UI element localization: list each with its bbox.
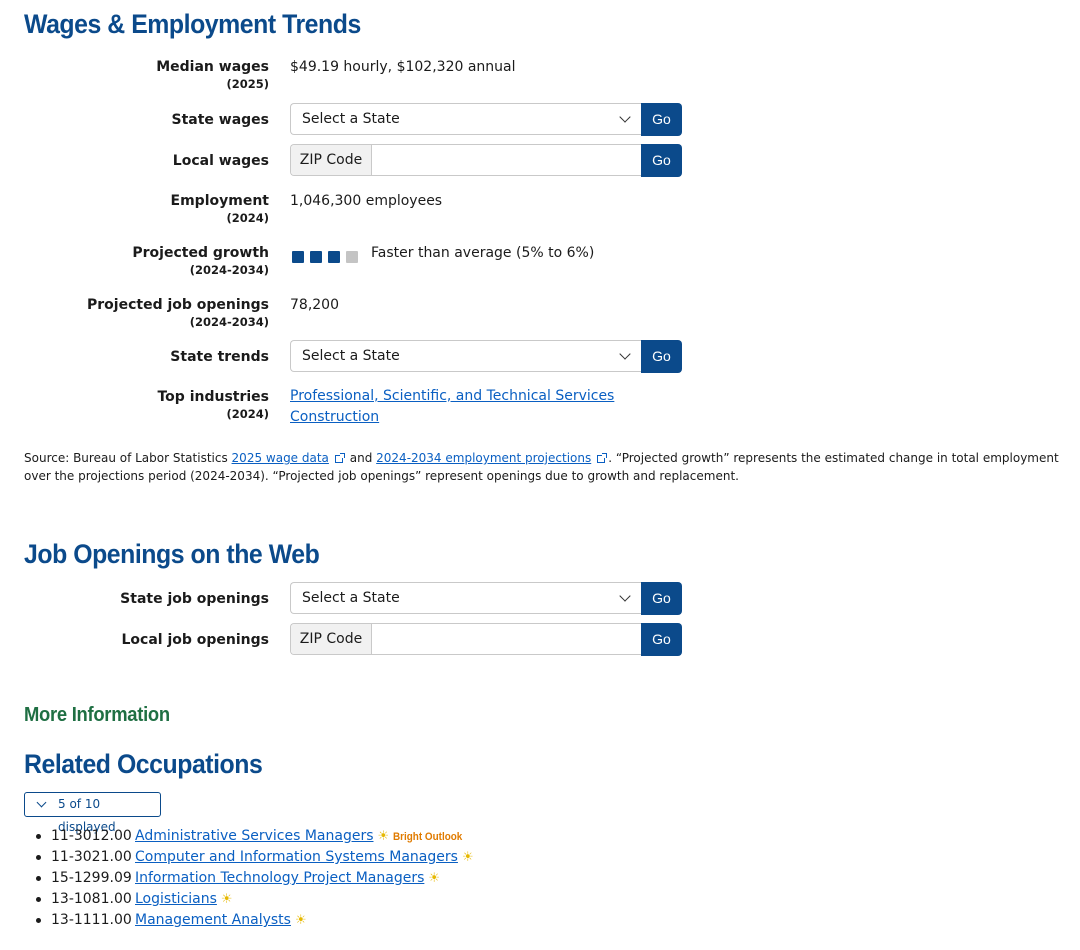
state-openings-select[interactable]: Select a State	[290, 582, 641, 614]
projected-openings-label: Projected job openings (2024-2034)	[24, 296, 269, 330]
employment-label: Employment (2024)	[24, 192, 269, 226]
list-item: 11-3021.00 Computer and Information Syste…	[24, 847, 474, 868]
chevron-down-icon	[619, 111, 631, 123]
occupation-link[interactable]: Information Technology Project Managers	[135, 870, 425, 886]
employment-row: Employment (2024) 1,046,300 employees	[24, 192, 1064, 226]
sun-icon: ☀	[461, 850, 474, 865]
local-openings-go-button[interactable]: Go	[641, 623, 682, 656]
median-wages-row: Median wages (2025) $49.19 hourly, $102,…	[24, 58, 1064, 92]
local-wages-row: Local wages ZIP Code Go	[24, 144, 1064, 178]
state-wages-select[interactable]: Select a State	[290, 103, 641, 135]
source-and: and	[349, 451, 373, 465]
top-industries-year: (2024)	[226, 407, 269, 421]
local-openings-row: Local job openings ZIP Code Go	[24, 623, 1064, 657]
state-trends-row: State trends Select a State Go	[24, 340, 1064, 374]
projected-openings-value: 78,200	[290, 297, 339, 313]
more-information-heading: More Information	[24, 704, 170, 726]
state-wages-go-button[interactable]: Go	[641, 103, 682, 136]
local-openings-label: Local job openings	[121, 632, 270, 648]
occupation-link[interactable]: Administrative Services Managers	[135, 828, 374, 844]
state-openings-row: State job openings Select a State Go	[24, 582, 1064, 616]
projected-growth-label-text: Projected growth	[132, 245, 269, 261]
local-wages-go-button[interactable]: Go	[641, 144, 682, 177]
sun-icon: ☀	[377, 829, 390, 844]
local-wages-label: Local wages	[172, 153, 269, 169]
occupation-code: 11-3021.00	[51, 849, 132, 865]
projected-growth-label: Projected growth (2024-2034)	[24, 244, 269, 278]
state-openings-label: State job openings	[120, 591, 269, 607]
displayed-count-label: 5 of 10 displayed	[58, 797, 116, 834]
sun-icon: ☀	[220, 892, 233, 907]
state-openings-select-value: Select a State	[302, 590, 400, 606]
local-openings-zip-input[interactable]	[372, 624, 640, 654]
state-trends-select[interactable]: Select a State	[290, 340, 641, 372]
external-link-icon	[334, 452, 345, 463]
projected-growth-value: Faster than average (5% to 6%)	[371, 245, 595, 261]
wage-data-link[interactable]: 2025 wage data	[231, 451, 329, 465]
growth-square-empty	[346, 250, 358, 263]
employment-label-text: Employment	[170, 193, 269, 209]
source-note: Source: Bureau of Labor Statistics 2025 …	[24, 449, 1059, 485]
growth-square-filled	[328, 250, 340, 263]
projected-growth-row: Projected growth (2024-2034) Faster than…	[24, 244, 1064, 278]
related-occupations-list: 11-3012.00 Administrative Services Manage…	[24, 826, 474, 931]
wages-heading: Wages & Employment Trends	[24, 9, 361, 39]
growth-square-filled	[310, 250, 322, 263]
state-trends-select-value: Select a State	[302, 348, 400, 364]
top-industries-label-text: Top industries	[157, 389, 269, 405]
chevron-down-icon	[619, 590, 631, 602]
growth-indicator	[292, 246, 364, 265]
top-industries-row: Top industries (2024) Professional, Scie…	[24, 388, 1064, 433]
state-wages-select-value: Select a State	[302, 111, 400, 127]
top-industries-label: Top industries (2024)	[24, 388, 269, 422]
zip-code-addon: ZIP Code	[291, 145, 372, 175]
chevron-down-icon	[619, 348, 631, 360]
state-trends-go-button[interactable]: Go	[641, 340, 682, 373]
industry-link[interactable]: Professional, Scientific, and Technical …	[290, 388, 615, 404]
source-suffix: . “Projected growth” represents the esti…	[24, 451, 1059, 483]
sun-icon: ☀	[428, 871, 441, 886]
occupation-code: 13-1081.00	[51, 891, 132, 907]
state-openings-go-button[interactable]: Go	[641, 582, 682, 615]
projected-openings-years: (2024-2034)	[189, 315, 269, 329]
displayed-count-toggle[interactable]: 5 of 10 displayed	[24, 792, 161, 834]
top-industries-list: Professional, Scientific, and Technical …	[290, 386, 614, 428]
sun-icon: ☀	[294, 913, 307, 928]
bright-outlook-label: Bright Outlook	[393, 831, 463, 843]
industry-link[interactable]: Construction	[290, 409, 380, 425]
list-item: 13-1111.00 Management Analysts ☀	[24, 910, 474, 931]
employment-value: 1,046,300 employees	[290, 193, 443, 209]
occupation-code: 11-3012.00	[51, 828, 132, 844]
employment-projections-link[interactable]: 2024-2034 employment projections	[376, 451, 592, 465]
projected-growth-years: (2024-2034)	[189, 263, 269, 277]
list-item: 15-1299.09 Information Technology Project…	[24, 868, 474, 889]
source-prefix: Source: Bureau of Labor Statistics	[24, 451, 228, 465]
job-openings-heading: Job Openings on the Web	[24, 539, 320, 569]
local-openings-zip-field: ZIP Code	[290, 623, 641, 655]
list-item: 11-3012.00 Administrative Services Manage…	[24, 826, 474, 847]
median-wages-year: (2025)	[226, 77, 269, 91]
state-wages-label: State wages	[171, 112, 269, 128]
list-item: 13-1081.00 Logisticians ☀	[24, 889, 474, 910]
projected-openings-label-text: Projected job openings	[87, 297, 269, 313]
occupation-code: 15-1299.09	[51, 870, 132, 886]
projected-openings-row: Projected job openings (2024-2034) 78,20…	[24, 296, 1064, 330]
median-wages-label: Median wages (2025)	[24, 58, 269, 92]
state-wages-row: State wages Select a State Go	[24, 103, 1064, 137]
growth-square-filled	[292, 250, 304, 263]
employment-year: (2024)	[226, 211, 269, 225]
chevron-down-icon	[36, 797, 47, 808]
occupation-link[interactable]: Computer and Information Systems Manager…	[135, 849, 458, 865]
local-wages-zip-field: ZIP Code	[290, 144, 641, 176]
median-wages-value: $49.19 hourly, $102,320 annual	[290, 59, 516, 75]
zip-code-addon: ZIP Code	[291, 624, 372, 654]
related-occupations-heading: Related Occupations	[24, 749, 263, 779]
occupation-code: 13-1111.00	[51, 912, 132, 928]
state-trends-label: State trends	[170, 349, 269, 365]
local-wages-zip-input[interactable]	[372, 145, 640, 175]
median-wages-label-text: Median wages	[156, 59, 269, 75]
occupation-link[interactable]: Management Analysts	[135, 912, 291, 928]
external-link-icon	[597, 452, 608, 463]
occupation-link[interactable]: Logisticians	[135, 891, 217, 907]
